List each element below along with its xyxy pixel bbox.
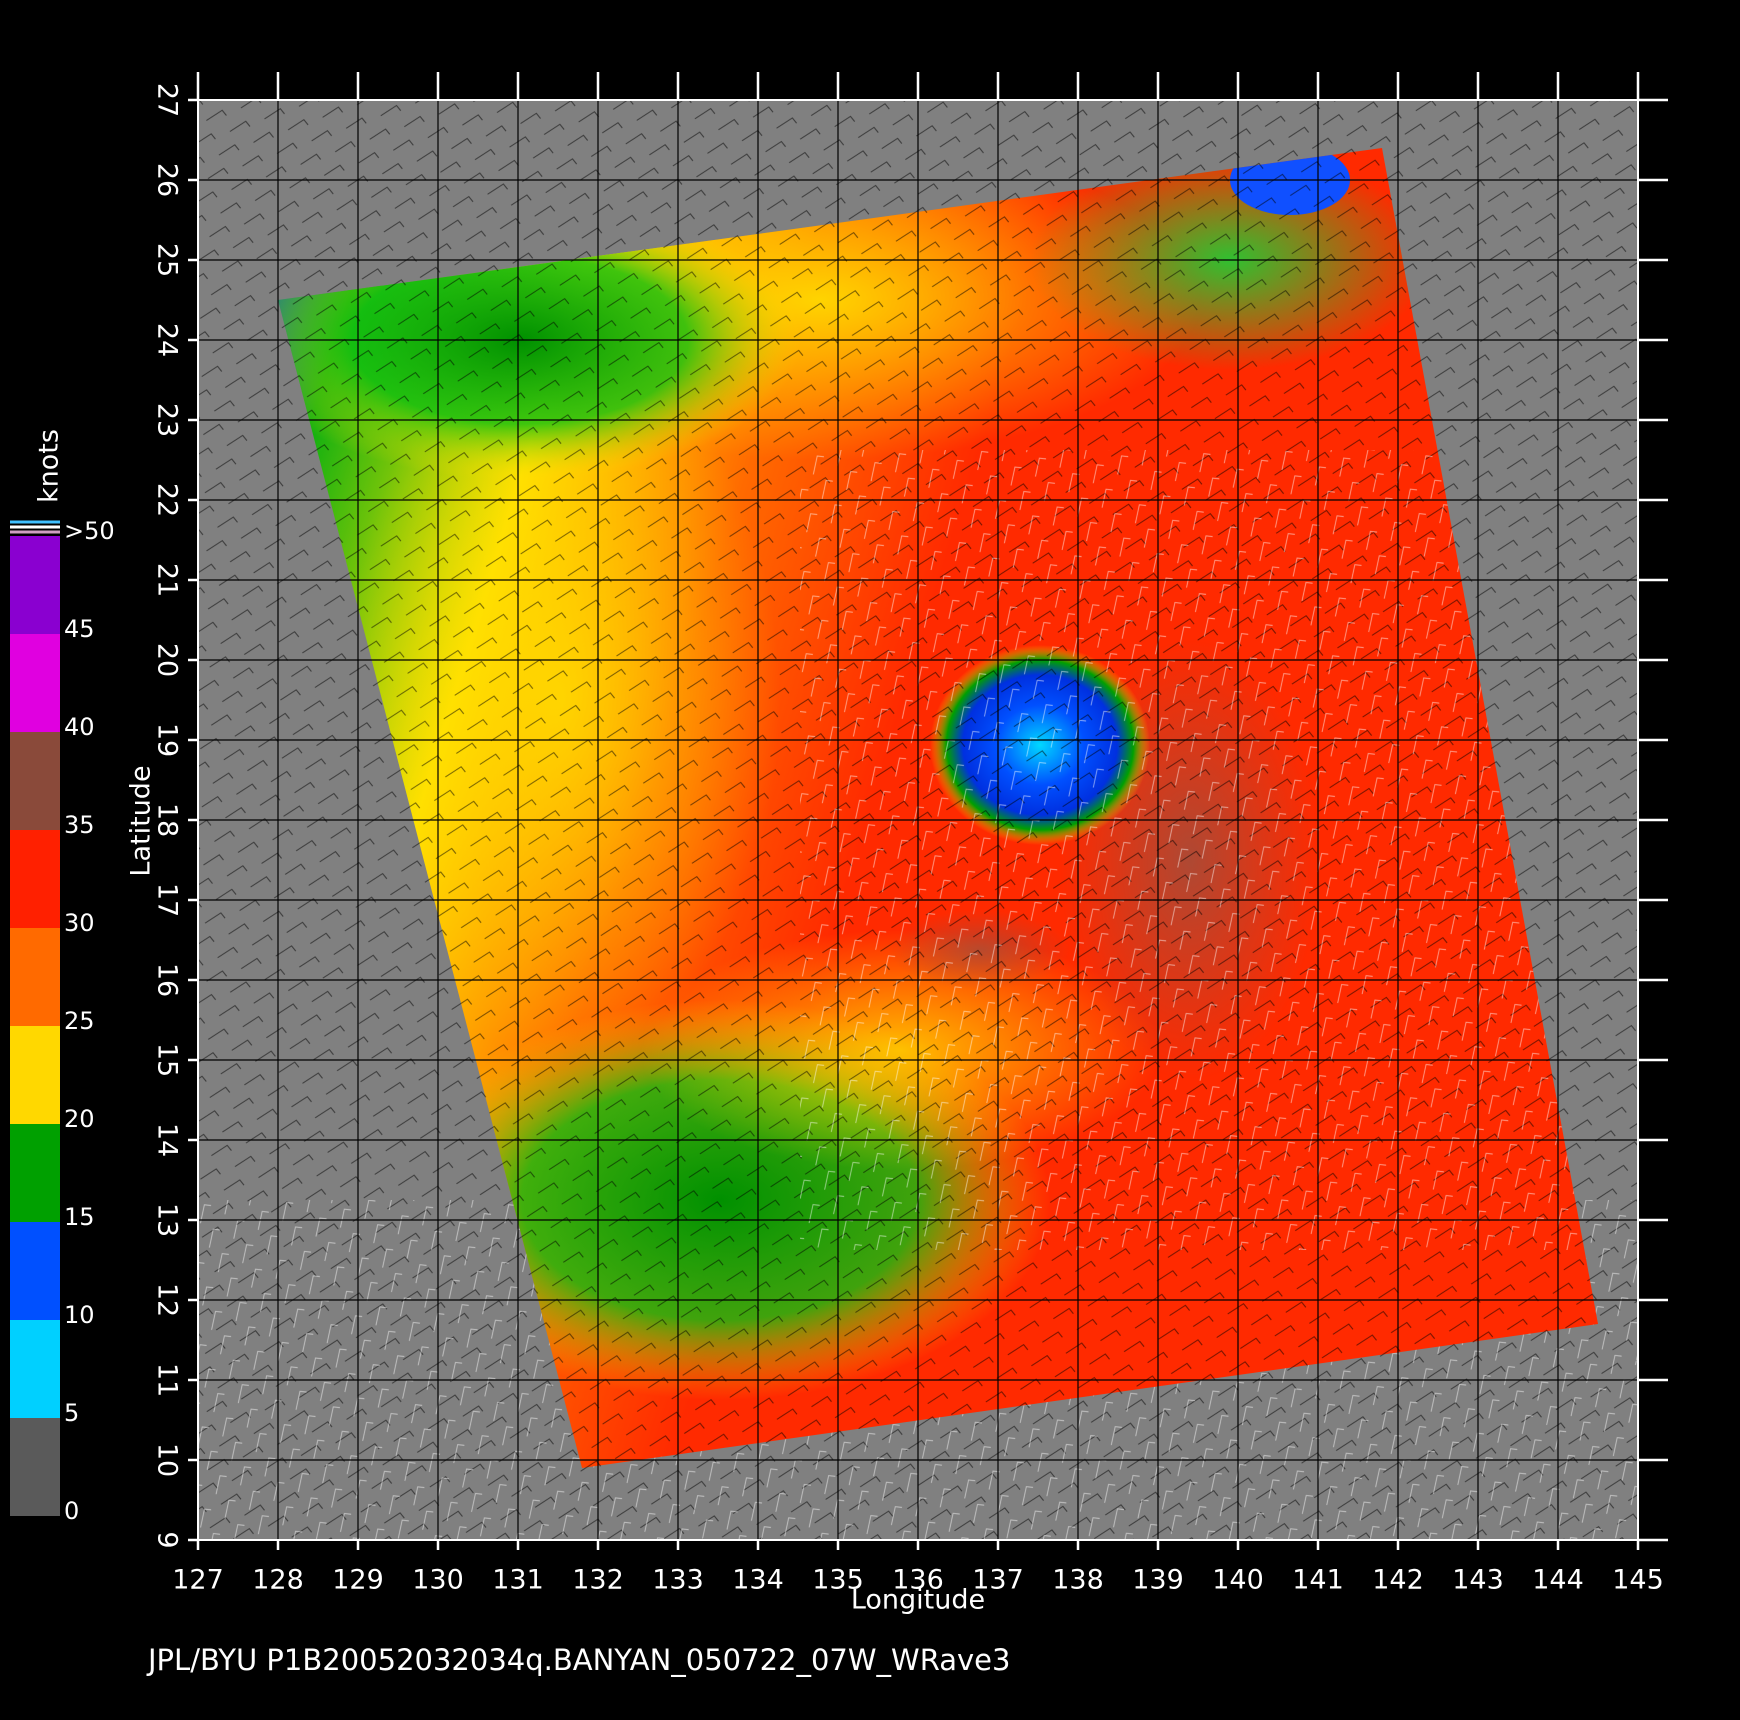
colorbar-cap: [10, 520, 60, 534]
x-tick-label: 143: [1452, 1565, 1504, 1596]
y-tick-label: 17: [152, 883, 183, 917]
y-tick-label: 10: [152, 1443, 183, 1477]
colorbar-tick-label: 0: [64, 1497, 79, 1525]
y-tick-label: 25: [152, 243, 183, 277]
y-tick-label: 20: [152, 643, 183, 677]
colorbar-band: [10, 1418, 60, 1516]
x-tick-label: 142: [1372, 1565, 1424, 1596]
plot-frame: [197, 99, 1639, 1541]
colorbar-tick-label: 35: [64, 811, 95, 839]
colorbar-tick-label: 10: [64, 1301, 95, 1329]
colorbar-band: [10, 1320, 60, 1418]
x-tick-label: 134: [732, 1565, 784, 1596]
x-tick-label: 133: [652, 1565, 704, 1596]
x-tick-label: 129: [332, 1565, 384, 1596]
x-tick-label: 131: [492, 1565, 544, 1596]
y-tick-label: 13: [152, 1203, 183, 1237]
y-tick-label: 12: [152, 1283, 183, 1317]
colorbar-band: [10, 536, 60, 634]
colorbar-tick-label: 40: [64, 713, 95, 741]
y-tick-label: 18: [152, 803, 183, 837]
colorbar-band: [10, 928, 60, 1026]
y-tick-label: 26: [152, 163, 183, 197]
x-tick-label: 145: [1612, 1565, 1664, 1596]
y-tick-label: 19: [152, 723, 183, 757]
colorbar-tick-label: >50: [64, 517, 115, 545]
x-tick-label: 140: [1212, 1565, 1264, 1596]
colorbar-band: [10, 1026, 60, 1124]
axes: 127 128 129 130 131 132 133 134 135 136 137 138 139 1…: [152, 72, 1668, 1596]
y-tick-label: 16: [152, 963, 183, 997]
y-tick-label: 15: [152, 1043, 183, 1077]
colorbar-band: [10, 1124, 60, 1222]
y-tick-label: 24: [152, 323, 183, 357]
x-tick-label: 132: [572, 1565, 624, 1596]
x-tick-label: 127: [172, 1565, 224, 1596]
colorbar-tick-label: 30: [64, 909, 95, 937]
y-tick-label: 9: [152, 1531, 183, 1548]
colorbar-tick-label: 20: [64, 1105, 95, 1133]
colorbar-tick-label: 45: [64, 615, 95, 643]
colorbar-band: [10, 830, 60, 928]
colorbar-band: [10, 1222, 60, 1320]
x-tick-label: 138: [1052, 1565, 1104, 1596]
colorbar-band: [10, 634, 60, 732]
y-tick-label: 11: [152, 1363, 183, 1397]
x-tick-label: 136: [892, 1565, 944, 1596]
y-tick-label: 27: [152, 83, 183, 117]
product-title: JPL/BYU P1B20052032034q.BANYAN_050722_07…: [146, 1643, 1010, 1677]
colorbar-tick-label: 5: [64, 1399, 79, 1427]
colorbar-band: [10, 732, 60, 830]
y-tick-label: 22: [152, 483, 183, 517]
x-tick-label: 141: [1292, 1565, 1344, 1596]
colorbar: 0 5 10 15 20 25 30 35 40 45 >50: [10, 517, 115, 1525]
x-tick-label: 139: [1132, 1565, 1184, 1596]
y-tick-label: 21: [152, 563, 183, 597]
x-tick-label: 130: [412, 1565, 464, 1596]
colorbar-tick-label: 25: [64, 1007, 95, 1035]
colorbar-label: knots: [34, 429, 65, 503]
y-tick-label: 14: [152, 1123, 183, 1157]
y-tick-label: 23: [152, 403, 183, 437]
x-tick-label: 137: [972, 1565, 1024, 1596]
x-tick-label: 144: [1532, 1565, 1584, 1596]
x-tick-label: 135: [812, 1565, 864, 1596]
y-axis-label: Latitude: [126, 765, 157, 876]
x-tick-label: 128: [252, 1565, 304, 1596]
x-axis-label: Longitude: [851, 1585, 985, 1616]
colorbar-tick-label: 15: [64, 1203, 95, 1231]
